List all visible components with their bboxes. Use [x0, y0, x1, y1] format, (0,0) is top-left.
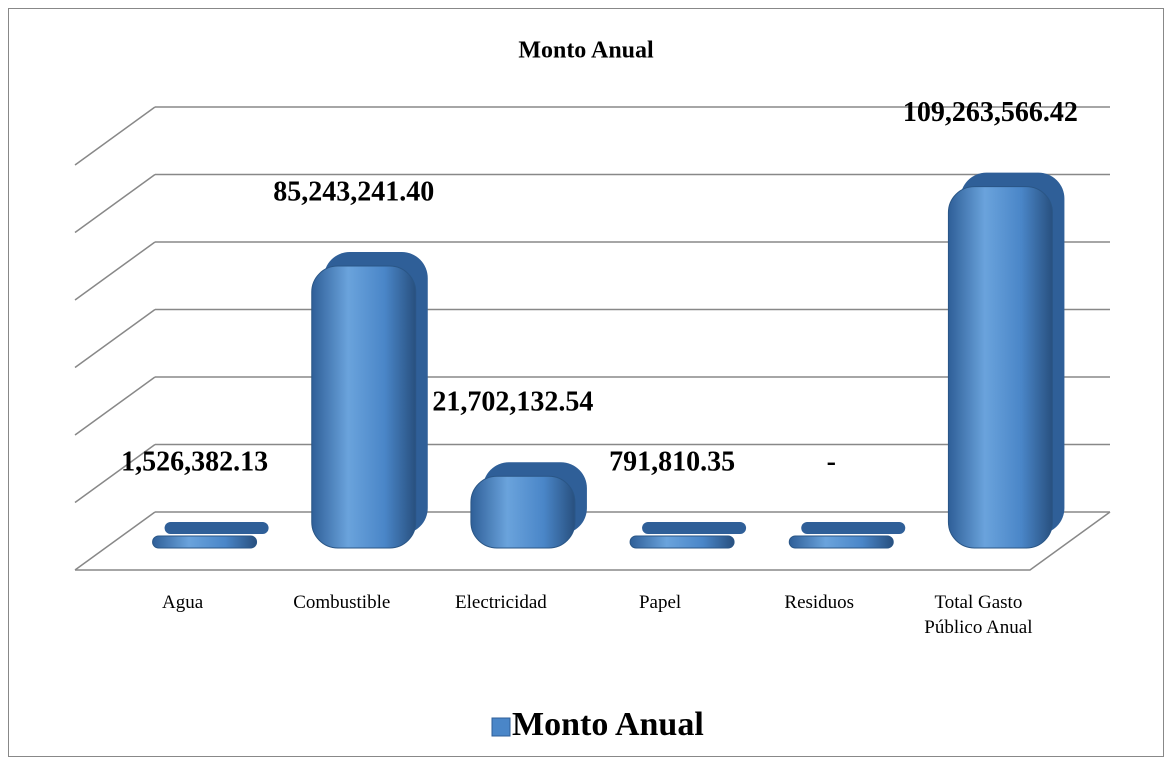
grid-line [74, 173, 156, 234]
bar-back [801, 522, 906, 534]
x-tick-label: Residuos [784, 592, 855, 613]
chart-title: Monto Anual [518, 38, 654, 64]
x-tick-label: Total Gasto Público Anual [924, 592, 1033, 638]
bar [311, 265, 417, 549]
legend-swatch [491, 717, 511, 737]
x-tick-label: Papel [638, 592, 682, 613]
grid-line [74, 376, 156, 436]
bar-back [642, 522, 747, 534]
grid-line [74, 241, 156, 301]
legend-label: Monto Anual [512, 706, 704, 743]
data-label: 1,526,382.13 [121, 446, 268, 477]
x-tick-label: Electricidad [455, 592, 547, 613]
bar [947, 186, 1053, 549]
grid-line [74, 106, 156, 166]
bar-back [164, 522, 269, 534]
grid-line [74, 443, 156, 504]
data-label: 21,702,132.54 [432, 387, 593, 418]
bar [629, 535, 735, 549]
x-tick-label: Agua [162, 592, 204, 613]
grid-line [74, 511, 156, 571]
bar [152, 535, 258, 549]
bar [788, 535, 894, 549]
data-label: 85,243,241.40 [273, 176, 434, 207]
data-label: - [827, 446, 836, 477]
floor-edge [75, 511, 1111, 571]
bar [470, 475, 576, 549]
data-label: 109,263,566.42 [903, 97, 1078, 128]
grid-line [74, 308, 156, 369]
x-tick-label: Combustible [293, 592, 391, 613]
data-label: 791,810.35 [609, 446, 735, 477]
